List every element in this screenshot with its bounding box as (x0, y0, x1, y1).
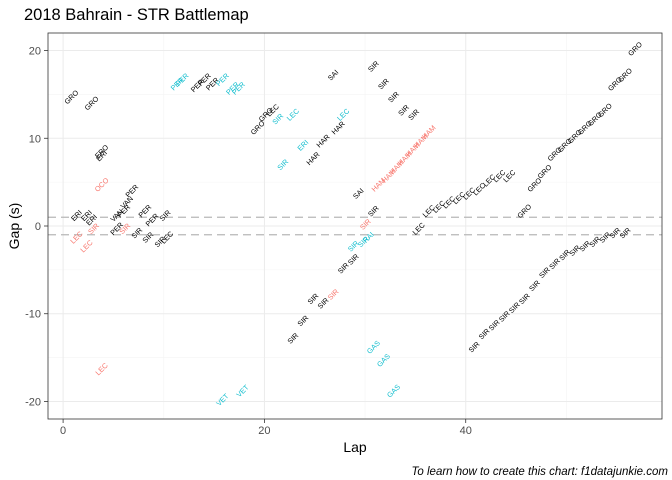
x-tick-label: 20 (258, 425, 270, 437)
x-axis-ticks: 0 20 40 (60, 419, 472, 437)
y-tick-label: 10 (29, 133, 41, 145)
reference-lines (48, 216, 662, 236)
y-axis-title: Gap (s) (6, 203, 22, 250)
chart-title: 2018 Bahrain - STR Battlemap (24, 6, 249, 24)
y-axis-ticks: -20 -10 0 10 20 (25, 46, 48, 408)
y-tick-label: -10 (25, 309, 41, 321)
y-tick-label: 0 (35, 221, 41, 233)
chart-caption: To learn how to create this chart: f1dat… (411, 466, 668, 478)
x-tick-label: 0 (60, 425, 66, 437)
x-axis-title: Lap (343, 439, 367, 455)
x-tick-label: 40 (460, 425, 472, 437)
y-tick-label: 20 (29, 46, 41, 58)
major-gridlines (48, 33, 662, 419)
y-tick-label: -20 (25, 396, 41, 408)
